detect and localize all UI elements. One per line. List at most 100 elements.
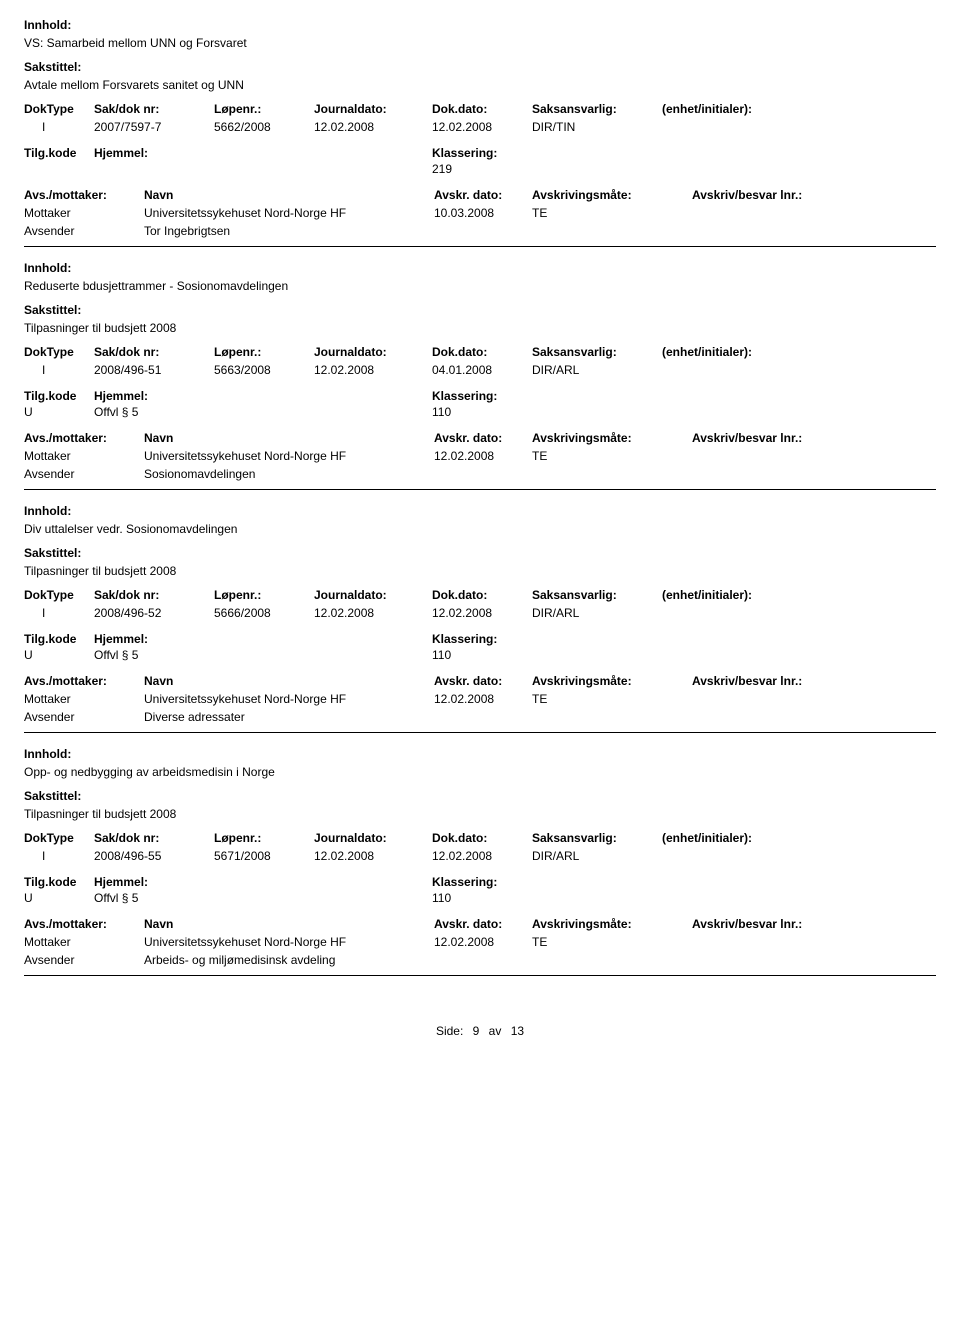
dokdato-header: Dok.dato: bbox=[432, 588, 532, 602]
avsender-navn: Diverse adressater bbox=[144, 710, 434, 724]
meta-value-row: I 2007/7597-7 5662/2008 12.02.2008 12.02… bbox=[24, 120, 936, 134]
sakdok-value: 2007/7597-7 bbox=[94, 120, 214, 134]
mottaker-label: Mottaker bbox=[24, 935, 144, 949]
mottaker-label: Mottaker bbox=[24, 692, 144, 706]
navn-header: Navn bbox=[144, 917, 434, 931]
avskrivmate-header: Avskrivingsmåte: bbox=[532, 188, 692, 202]
journaldato-header: Journaldato: bbox=[314, 831, 432, 845]
avskrdato-value: 10.03.2008 bbox=[434, 206, 532, 220]
meta-value-row: I 2008/496-51 5663/2008 12.02.2008 04.01… bbox=[24, 363, 936, 377]
innhold-label: Innhold: bbox=[24, 18, 936, 32]
tilgkode-value: U bbox=[24, 648, 94, 662]
lopenr-value: 5662/2008 bbox=[214, 120, 314, 134]
sakstittel-text: Tilpasninger til budsjett 2008 bbox=[24, 564, 936, 578]
dokdato-header: Dok.dato: bbox=[432, 831, 532, 845]
avsender-navn: Sosionomavdelingen bbox=[144, 467, 434, 481]
mottaker-row: Mottaker Universitetssykehuset Nord-Norg… bbox=[24, 935, 936, 949]
doktype-value: I bbox=[24, 606, 94, 620]
avskrdato-header: Avskr. dato: bbox=[434, 431, 532, 445]
journal-record: Innhold: Div uttalelser vedr. Sosionomav… bbox=[24, 504, 936, 724]
enhet-header: (enhet/initialer): bbox=[662, 831, 812, 845]
enhet-value bbox=[662, 120, 812, 134]
klassering-value: 110 bbox=[432, 891, 451, 905]
doktype-header: DokType bbox=[24, 588, 94, 602]
mottaker-label: Mottaker bbox=[24, 206, 144, 220]
tilgkode-value: U bbox=[24, 405, 94, 419]
klassering-value: 110 bbox=[432, 405, 451, 419]
tilgkode-row: Tilg.kodeHjemmel:Klassering: bbox=[24, 146, 936, 160]
klassering-label: Klassering: bbox=[432, 875, 497, 889]
sakdok-value: 2008/496-52 bbox=[94, 606, 214, 620]
navn-header: Navn bbox=[144, 674, 434, 688]
dokdato-value: 12.02.2008 bbox=[432, 849, 532, 863]
mottaker-label: Mottaker bbox=[24, 449, 144, 463]
avsmottaker-header: Avs./mottaker: bbox=[24, 674, 144, 688]
avskrlnr-value bbox=[692, 692, 862, 706]
avskrivmate-header: Avskrivingsmåte: bbox=[532, 431, 692, 445]
hjemmel-value-row: UOffvl § 5110 bbox=[24, 648, 936, 662]
klassering-label: Klassering: bbox=[432, 632, 497, 646]
doktype-header: DokType bbox=[24, 102, 94, 116]
saksansvarlig-value: DIR/ARL bbox=[532, 606, 662, 620]
mottaker-navn: Universitetssykehuset Nord-Norge HF bbox=[144, 692, 434, 706]
avskrlnr-value bbox=[692, 206, 862, 220]
journaldato-value: 12.02.2008 bbox=[314, 363, 432, 377]
klassering-value: 219 bbox=[432, 162, 452, 176]
sakstittel-text: Tilpasninger til budsjett 2008 bbox=[24, 807, 936, 821]
avskrdato-value: 12.02.2008 bbox=[434, 692, 532, 706]
record-separator bbox=[24, 975, 936, 976]
dokdato-header: Dok.dato: bbox=[432, 345, 532, 359]
enhet-value bbox=[662, 606, 812, 620]
saksansvarlig-value: DIR/ARL bbox=[532, 849, 662, 863]
tilgkode-label: Tilg.kode bbox=[24, 146, 94, 160]
lopenr-value: 5663/2008 bbox=[214, 363, 314, 377]
journaldato-header: Journaldato: bbox=[314, 345, 432, 359]
tilgkode-label: Tilg.kode bbox=[24, 875, 94, 889]
avsender-label: Avsender bbox=[24, 467, 144, 481]
sakdok-value: 2008/496-51 bbox=[94, 363, 214, 377]
journaldato-value: 12.02.2008 bbox=[314, 849, 432, 863]
avsender-label: Avsender bbox=[24, 953, 144, 967]
sakstittel-label: Sakstittel: bbox=[24, 60, 936, 74]
sakstittel-text: Tilpasninger til budsjett 2008 bbox=[24, 321, 936, 335]
avskrivmate-header: Avskrivingsmåte: bbox=[532, 917, 692, 931]
hjemmel-label: Hjemmel: bbox=[94, 146, 432, 160]
avskrivlnr-header: Avskriv/besvar lnr.: bbox=[692, 917, 862, 931]
doktype-value: I bbox=[24, 849, 94, 863]
klassering-label: Klassering: bbox=[432, 146, 497, 160]
tilgkode-label: Tilg.kode bbox=[24, 389, 94, 403]
enhet-header: (enhet/initialer): bbox=[662, 102, 812, 116]
sakstittel-label: Sakstittel: bbox=[24, 303, 936, 317]
enhet-value bbox=[662, 849, 812, 863]
meta-value-row: I 2008/496-55 5671/2008 12.02.2008 12.02… bbox=[24, 849, 936, 863]
avs-header-row: Avs./mottaker: Navn Avskr. dato: Avskriv… bbox=[24, 431, 936, 445]
sakstittel-label: Sakstittel: bbox=[24, 789, 936, 803]
dokdato-value: 12.02.2008 bbox=[432, 606, 532, 620]
saksansvarlig-header: Saksansvarlig: bbox=[532, 831, 662, 845]
innhold-text: Reduserte bdusjettrammer - Sosionomavdel… bbox=[24, 279, 936, 293]
journal-record: Innhold: VS: Samarbeid mellom UNN og For… bbox=[24, 18, 936, 238]
avsender-row: Avsender Tor Ingebrigtsen bbox=[24, 224, 936, 238]
journal-record: Innhold: Opp- og nedbygging av arbeidsme… bbox=[24, 747, 936, 967]
mottaker-row: Mottaker Universitetssykehuset Nord-Norg… bbox=[24, 449, 936, 463]
innhold-text: VS: Samarbeid mellom UNN og Forsvaret bbox=[24, 36, 936, 50]
record-separator bbox=[24, 489, 936, 490]
hjemmel-label: Hjemmel: bbox=[94, 632, 432, 646]
dokdato-header: Dok.dato: bbox=[432, 102, 532, 116]
page-total: 13 bbox=[511, 1024, 524, 1038]
saksansvarlig-value: DIR/ARL bbox=[532, 363, 662, 377]
avskrmate-value: TE bbox=[532, 206, 692, 220]
page-number: 9 bbox=[473, 1024, 480, 1038]
hjemmel-label: Hjemmel: bbox=[94, 875, 432, 889]
meta-value-row: I 2008/496-52 5666/2008 12.02.2008 12.02… bbox=[24, 606, 936, 620]
meta-header-row: DokType Sak/dok nr: Løpenr.: Journaldato… bbox=[24, 102, 936, 116]
lopenr-header: Løpenr.: bbox=[214, 831, 314, 845]
hjemmel-value: Offvl § 5 bbox=[94, 891, 432, 905]
avskrivlnr-header: Avskriv/besvar lnr.: bbox=[692, 188, 862, 202]
avsmottaker-header: Avs./mottaker: bbox=[24, 431, 144, 445]
lopenr-header: Løpenr.: bbox=[214, 588, 314, 602]
innhold-label: Innhold: bbox=[24, 747, 936, 761]
avskrdato-header: Avskr. dato: bbox=[434, 674, 532, 688]
lopenr-header: Løpenr.: bbox=[214, 345, 314, 359]
innhold-text: Div uttalelser vedr. Sosionomavdelingen bbox=[24, 522, 936, 536]
